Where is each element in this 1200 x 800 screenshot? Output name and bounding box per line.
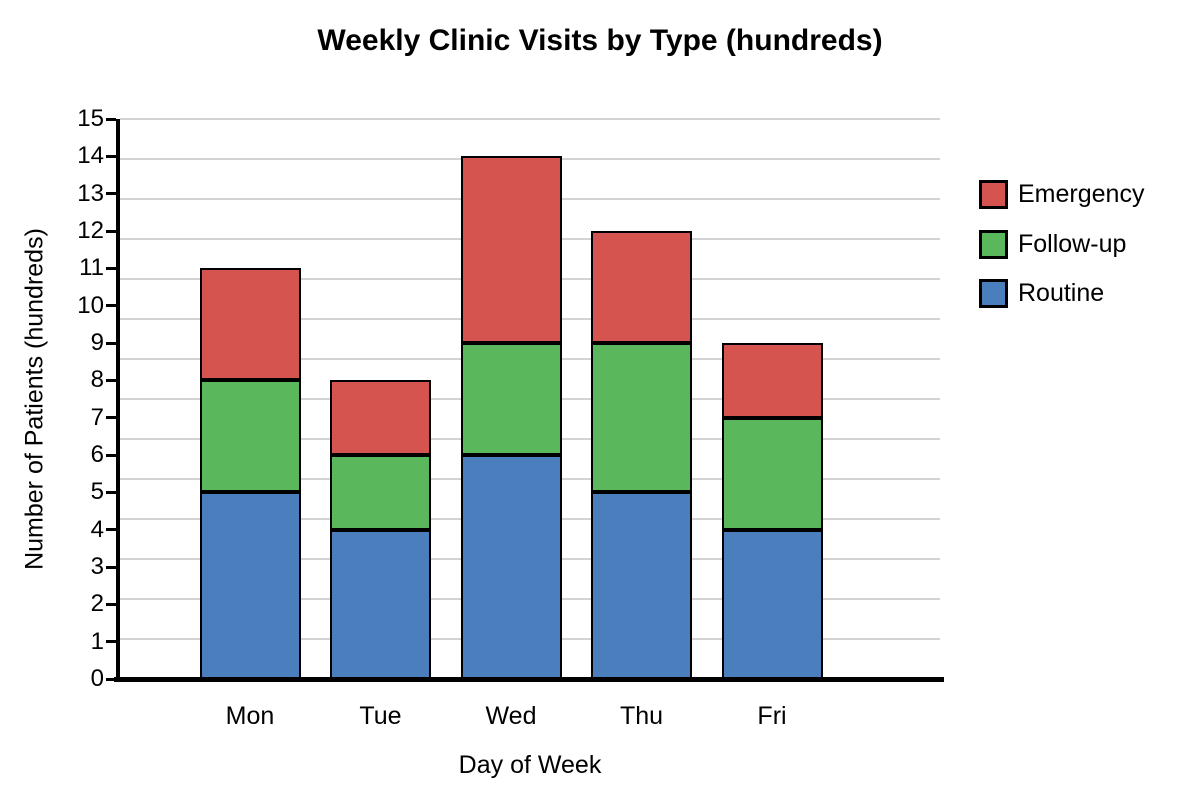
legend-label: Routine <box>1018 279 1105 307</box>
bar-segment-thu-routine <box>591 492 692 679</box>
y-tick-mark <box>106 528 116 532</box>
y-tick-label: 3 <box>90 553 104 580</box>
x-axis-line <box>114 677 944 682</box>
bar-segment-thu-follow-up <box>591 343 692 493</box>
y-tick-mark <box>106 416 116 420</box>
y-tick-label: 15 <box>77 105 104 132</box>
bar-segment-wed-routine <box>460 455 562 679</box>
x-tick-label-tue: Tue <box>359 702 402 730</box>
bar-segment-tue-emergency <box>330 380 431 455</box>
y-tick-mark <box>106 453 116 457</box>
y-tick-label: 9 <box>90 329 104 356</box>
y-tick-mark <box>106 117 116 121</box>
y-tick-label: 8 <box>90 366 104 394</box>
x-tick-label-wed: Wed <box>485 702 537 730</box>
y-tick-mark <box>106 490 116 494</box>
bar-segment-mon-follow-up <box>199 380 301 493</box>
x-tick-label-mon: Mon <box>225 702 275 730</box>
y-tick-mark <box>106 565 116 569</box>
bar-segment-fri-emergency <box>721 343 823 418</box>
x-tick-label-fri: Fri <box>757 702 787 730</box>
y-tick-mark <box>106 192 116 196</box>
y-tick-label: 1 <box>90 627 104 655</box>
bar-segment-wed-follow-up <box>460 343 562 455</box>
gridline <box>120 118 940 120</box>
legend-item-routine: Routine <box>979 278 1104 308</box>
legend-label: Emergency <box>1018 180 1145 208</box>
y-tick-label: 7 <box>90 403 104 431</box>
x-axis-title: Day of Week <box>458 751 602 779</box>
y-tick-mark <box>106 154 116 158</box>
chart-title: Weekly Clinic Visits by Type (hundreds) <box>317 24 883 57</box>
y-tick-mark <box>106 378 116 382</box>
y-tick-label: 12 <box>77 217 104 244</box>
bar-segment-fri-follow-up <box>721 417 823 530</box>
bar-segment-wed-emergency <box>460 156 562 343</box>
y-tick-label: 6 <box>90 441 104 468</box>
bar-segment-fri-routine <box>721 529 823 679</box>
bar-segment-tue-follow-up <box>330 455 431 530</box>
y-tick-label: 2 <box>90 590 104 618</box>
y-tick-label: 13 <box>77 179 104 207</box>
legend-label: Follow-up <box>1018 230 1127 258</box>
bar-segment-thu-emergency <box>591 231 692 343</box>
bar-segment-mon-emergency <box>199 268 301 381</box>
legend-swatch <box>979 229 1008 259</box>
legend-item-follow-up: Follow-up <box>979 229 1126 259</box>
y-tick-label: 11 <box>79 254 104 282</box>
bar-segment-tue-routine <box>330 529 431 679</box>
y-tick-label: 14 <box>77 142 104 170</box>
y-tick-label: 5 <box>90 478 104 506</box>
y-tick-mark <box>106 266 116 270</box>
y-tick-mark <box>106 229 116 233</box>
y-tick-label: 10 <box>77 291 104 319</box>
legend-swatch <box>979 179 1008 209</box>
y-axis-line <box>116 119 120 682</box>
legend-swatch <box>979 278 1008 308</box>
y-tick-label: 0 <box>90 665 104 692</box>
y-tick-label: 4 <box>90 515 104 543</box>
x-tick-label-thu: Thu <box>619 702 664 730</box>
y-tick-mark <box>106 304 116 308</box>
y-tick-mark <box>106 640 116 644</box>
y-tick-mark <box>106 341 116 345</box>
y-tick-mark <box>106 677 116 681</box>
bar-segment-mon-routine <box>199 492 301 679</box>
y-tick-mark <box>106 602 116 606</box>
legend-item-emergency: Emergency <box>979 179 1144 209</box>
